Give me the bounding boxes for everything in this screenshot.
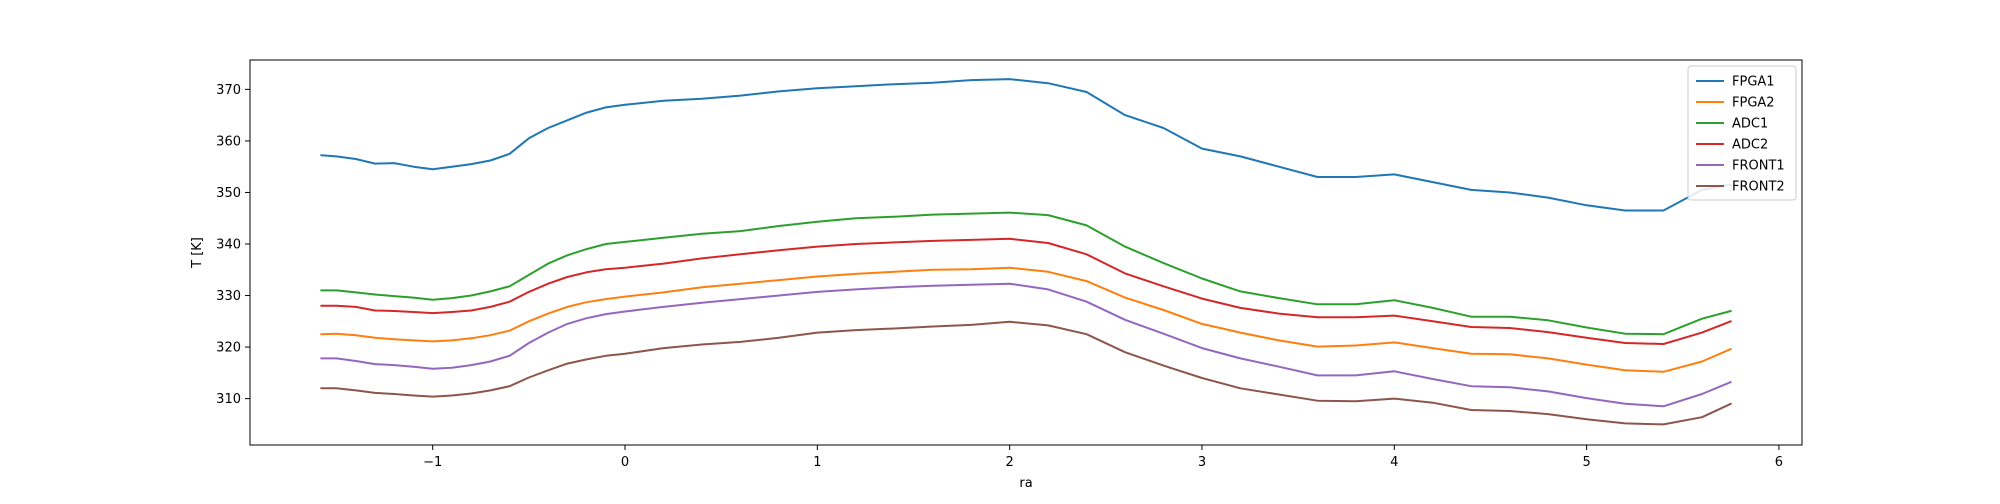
- y-tick-label: 360: [216, 134, 241, 149]
- x-tick-label: 0: [621, 455, 629, 470]
- plot-area-frame: [249, 59, 1803, 446]
- legend-label-adc2: ADC2: [1732, 138, 1768, 153]
- legend-label-fpga1: FPGA1: [1732, 75, 1775, 90]
- series-line-adc2: [320, 237, 1732, 345]
- y-axis-ticks: 310 320 330 340 350 360 370: [216, 83, 250, 407]
- x-tick-label: 3: [1198, 455, 1206, 470]
- legend-box: [1687, 65, 1797, 201]
- legend-label-front2: FRONT2: [1732, 180, 1785, 195]
- y-tick-label: 330: [216, 289, 241, 304]
- series-line-front2: [320, 320, 1732, 426]
- series-lines: [320, 78, 1732, 426]
- y-tick-label: 370: [216, 83, 241, 98]
- y-axis-label: T [K]: [190, 237, 205, 269]
- x-tick-label: 6: [1775, 455, 1783, 470]
- series-line-adc1: [320, 211, 1732, 336]
- legend: FPGA1 FPGA2 ADC1 ADC2 FRONT1 FRONT2: [1687, 65, 1797, 201]
- x-tick-label: 5: [1582, 455, 1590, 470]
- x-tick-label: 2: [1006, 455, 1014, 470]
- y-tick-label: 340: [216, 237, 241, 252]
- legend-label-adc1: ADC1: [1732, 117, 1768, 132]
- y-tick-label: 350: [216, 186, 241, 201]
- series-line-front1: [320, 282, 1732, 408]
- x-tick-label: 1: [813, 455, 821, 470]
- x-tick-label: 4: [1390, 455, 1398, 470]
- series-line-fpga1: [320, 78, 1732, 212]
- y-tick-label: 310: [216, 392, 241, 407]
- x-tick-label: −1: [423, 455, 442, 470]
- x-axis-ticks: −1 0 1 2 3 4 5 6: [423, 445, 1783, 470]
- y-tick-label: 320: [216, 341, 241, 356]
- series-line-fpga2: [320, 266, 1732, 373]
- legend-label-fpga2: FPGA2: [1732, 96, 1775, 111]
- x-axis-label: ra: [1019, 476, 1032, 491]
- legend-label-front1: FRONT1: [1732, 159, 1785, 174]
